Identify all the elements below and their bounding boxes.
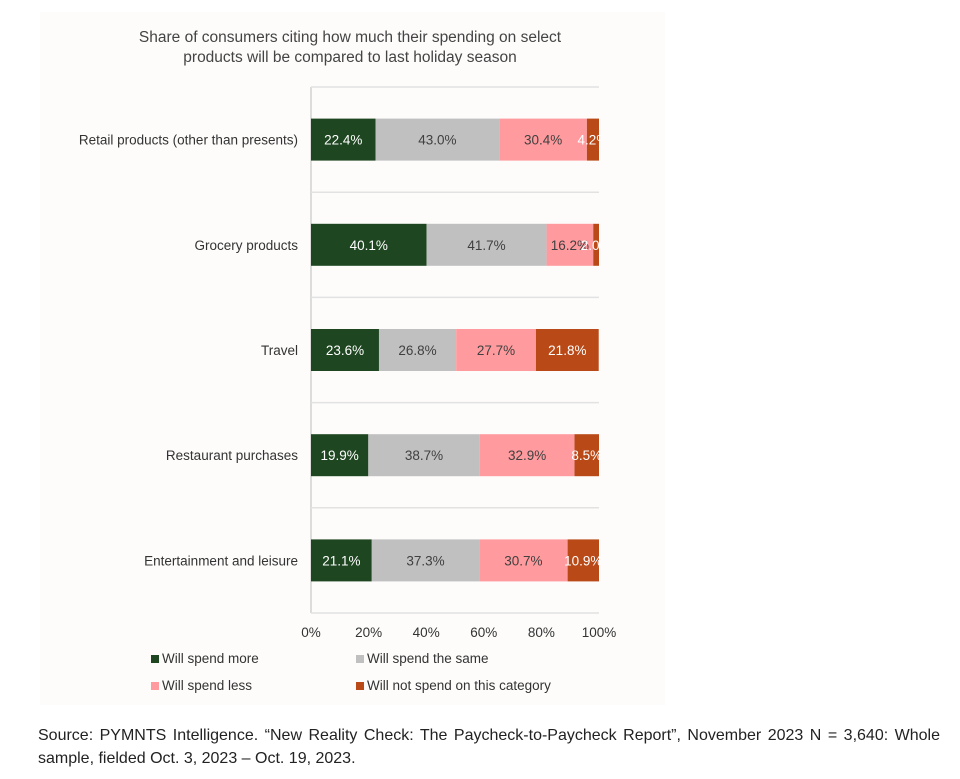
data-label: 22.4% [324,133,362,148]
data-label: 37.3% [406,553,444,568]
legend-swatch [356,655,364,663]
data-label: 38.7% [405,448,443,463]
bar-segment [371,539,480,582]
data-label: 43.0% [418,133,456,148]
data-label: 2.0% [581,238,612,253]
chart-title-line-1: Share of consumers citing how much their… [139,29,562,46]
bar-segment [311,539,372,582]
data-label: 8.5% [571,448,602,463]
x-tick-label: 60% [470,625,497,640]
data-label: 10.9% [564,553,602,568]
data-label: 30.4% [524,133,562,148]
bar-segment [378,329,457,371]
bar-segment [499,118,587,161]
data-label: 41.7% [467,238,505,253]
bar-segment [311,223,427,266]
bar-segment [426,223,547,266]
data-label: 26.8% [398,343,436,358]
data-label: 27.7% [477,343,515,358]
bar-segment [311,329,379,371]
bar-segment [593,223,599,266]
bar-segment [479,434,575,477]
category-label: Retail products (other than presents) [79,133,298,148]
legend-label: Will spend less [162,678,252,693]
bar-segment [479,539,568,582]
data-label: 23.6% [326,343,364,358]
data-label: 16.2% [551,238,589,253]
bar-segment [375,118,500,161]
bar-segment [456,329,536,371]
data-label: 21.1% [322,553,360,568]
x-tick-label: 100% [582,625,617,640]
data-label: 4.2% [578,133,609,148]
data-label: 21.8% [548,343,586,358]
legend-swatch [151,655,159,663]
bar-segment [535,329,599,371]
source-note: Source: PYMNTS Intelligence. “New Realit… [38,727,940,767]
bar-segment [546,223,594,266]
bar-segment [586,118,599,161]
data-label: 40.1% [350,238,388,253]
x-tick-label: 40% [413,625,440,640]
category-label: Travel [261,343,298,358]
legend-swatch [356,682,364,690]
x-tick-label: 0% [301,625,321,640]
data-label: 19.9% [321,448,359,463]
bar-segment [311,118,376,161]
x-tick-label: 20% [355,625,382,640]
bar-segment [311,434,369,477]
chart-panel: Share of consumers citing how much their… [40,12,665,705]
data-label: 30.7% [504,553,542,568]
chart-title-line-2: products will be compared to last holida… [183,49,516,66]
x-tick-label: 80% [528,625,555,640]
data-label: 32.9% [508,448,546,463]
legend-label: Will not spend on this category [367,678,551,693]
bar-segment [574,434,599,477]
bar-segment [567,539,599,582]
category-label: Grocery products [194,238,298,253]
legend-label: Will spend the same [367,651,489,666]
bar-segment [368,434,480,477]
category-label: Entertainment and leisure [144,553,298,568]
stacked-bar-chart: Share of consumers citing how much their… [79,29,617,693]
legend-swatch [151,682,159,690]
category-label: Restaurant purchases [166,448,298,463]
legend-label: Will spend more [162,651,259,666]
